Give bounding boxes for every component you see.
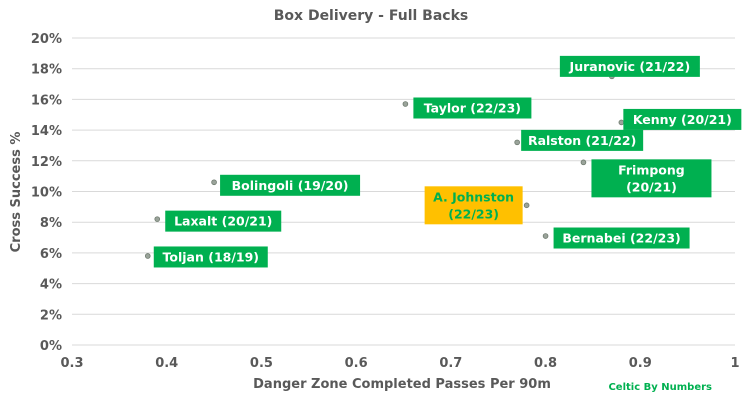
data-point bbox=[144, 253, 151, 259]
y-tick-label: 14% bbox=[31, 124, 62, 139]
data-point bbox=[523, 202, 530, 209]
data-label-box bbox=[153, 246, 268, 268]
data-label: Ralston (21/22) bbox=[528, 133, 636, 148]
x-tick-label: 0.5 bbox=[250, 356, 273, 371]
data-label-box bbox=[424, 186, 523, 225]
data-label: Frimpong (20/21) bbox=[618, 162, 685, 194]
y-tick-label: 10% bbox=[31, 186, 62, 201]
y-tick-label: 0% bbox=[40, 339, 62, 354]
x-tick-label: 0.7 bbox=[439, 356, 462, 371]
y-tick-label: 18% bbox=[31, 63, 62, 78]
data-label: Bolingoli (19/20) bbox=[232, 178, 349, 193]
data-label-box bbox=[553, 227, 690, 249]
data-label: Laxalt (20/21) bbox=[174, 214, 272, 229]
data-label: Bernabei (22/23) bbox=[562, 231, 680, 246]
y-tick-label: 8% bbox=[40, 216, 62, 231]
y-tick-label: 20% bbox=[31, 32, 62, 47]
data-labels: Juranovic (21/22) Taylor (22/23) Kenny (20… bbox=[153, 55, 742, 268]
data-label-box bbox=[220, 174, 361, 196]
x-tick-label: 0.9 bbox=[629, 356, 652, 371]
data-label-box bbox=[521, 129, 644, 151]
chart-title: Box Delivery - Full Backs bbox=[274, 8, 468, 24]
data-label: Kenny (20/21) bbox=[633, 112, 732, 127]
x-axis-ticks: 0.3 0.4 0.5 0.6 0.7 0.8 0.9 1 bbox=[60, 356, 739, 371]
y-tick-label: 4% bbox=[40, 278, 62, 293]
x-axis-title: Danger Zone Completed Passes Per 90m bbox=[253, 377, 551, 392]
data-label-box bbox=[165, 210, 282, 232]
data-label: Toljan (18/19) bbox=[163, 249, 260, 264]
data-point bbox=[618, 119, 625, 126]
y-axis-title: Cross Success % bbox=[9, 132, 24, 253]
data-label: A. Johnston (22/23) bbox=[433, 189, 514, 221]
x-tick-label: 0.3 bbox=[60, 356, 83, 371]
y-tick-label: 2% bbox=[40, 308, 62, 323]
data-label-box bbox=[591, 159, 712, 198]
data-label: Taylor (22/23) bbox=[424, 101, 521, 116]
data-label-box bbox=[623, 108, 742, 130]
x-tick-label: 0.8 bbox=[534, 356, 557, 371]
x-tick-label: 1 bbox=[730, 356, 739, 371]
data-point bbox=[154, 216, 161, 222]
data-point bbox=[580, 159, 587, 166]
y-tick-label: 16% bbox=[31, 93, 62, 108]
data-label: Juranovic (21/22) bbox=[569, 59, 691, 74]
y-tick-label: 12% bbox=[31, 155, 62, 170]
data-point bbox=[514, 139, 520, 146]
data-point bbox=[211, 179, 217, 186]
x-tick-label: 0.6 bbox=[345, 356, 368, 371]
data-label-box bbox=[559, 55, 700, 77]
data-label-box bbox=[413, 97, 532, 119]
credit-text: Celtic By Numbers bbox=[608, 382, 712, 393]
y-tick-label: 6% bbox=[40, 247, 62, 262]
data-point bbox=[402, 101, 409, 107]
x-tick-label: 0.4 bbox=[155, 356, 178, 371]
data-point bbox=[542, 233, 549, 239]
y-axis-ticks: 0% 2% 4% 6% 8% 10% 12% 14% 16% 18% 20% bbox=[31, 32, 62, 354]
